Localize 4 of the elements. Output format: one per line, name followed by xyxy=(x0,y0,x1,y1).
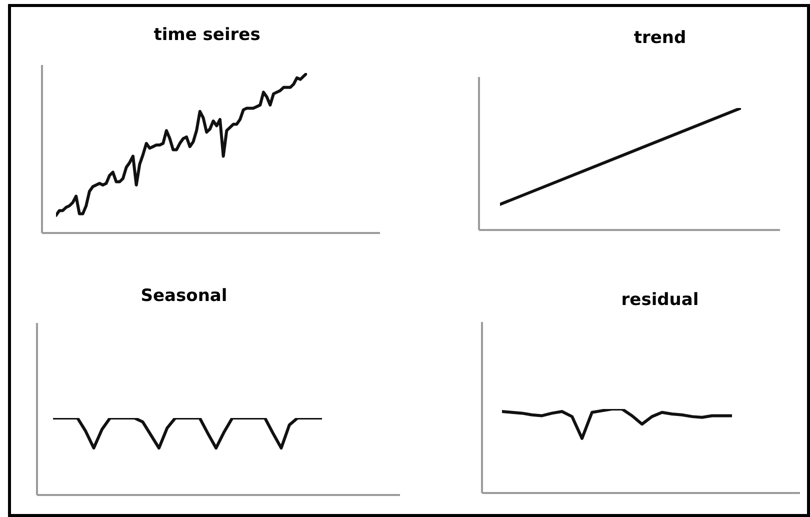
chart-title: time seires xyxy=(154,25,260,45)
chart-title: residual xyxy=(621,290,699,310)
chart-title: trend xyxy=(634,28,686,48)
chart-title: Seasonal xyxy=(140,286,228,306)
